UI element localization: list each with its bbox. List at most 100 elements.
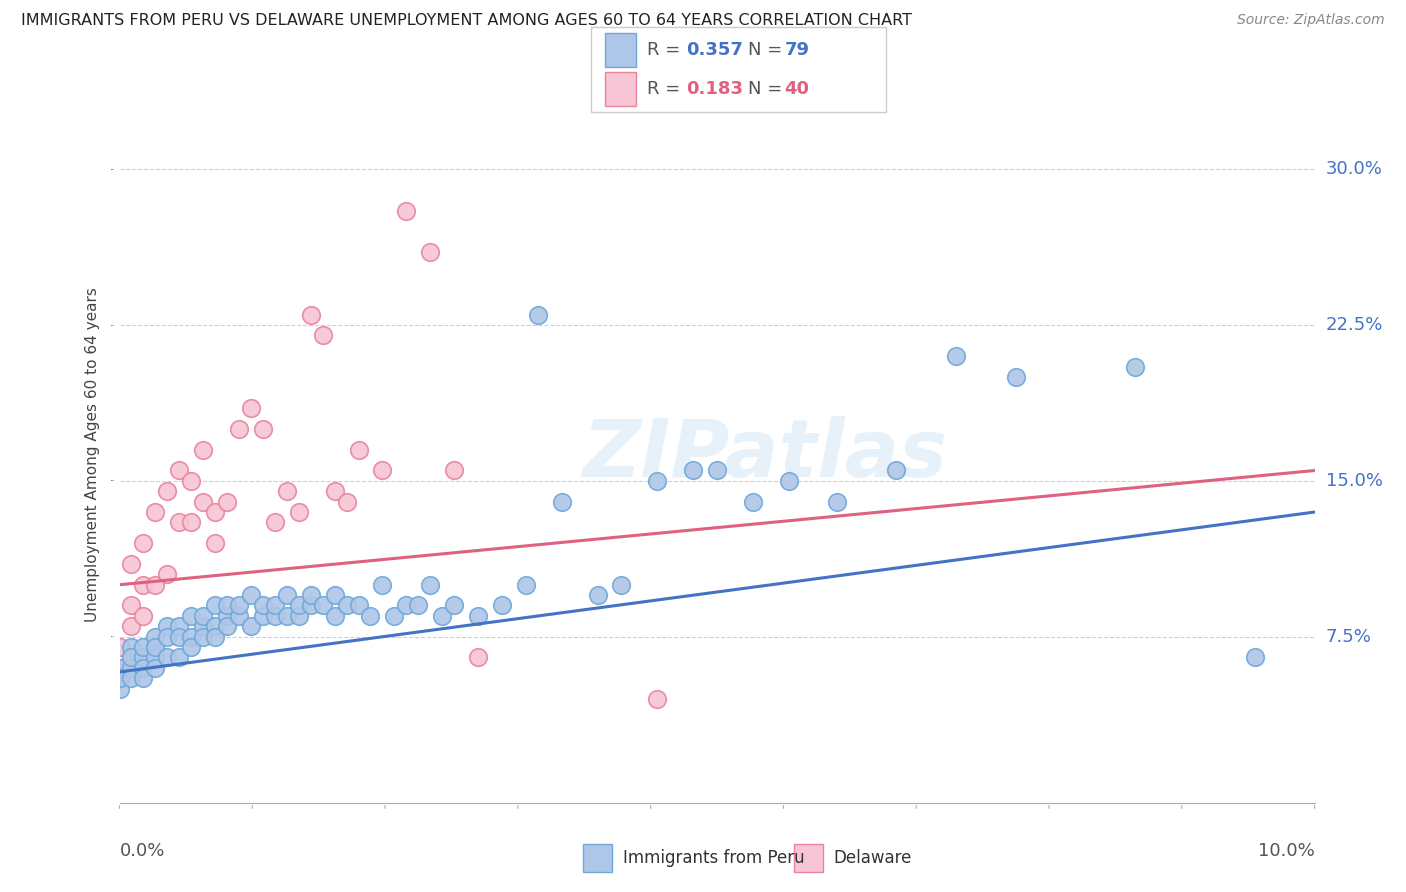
Text: 0.0%: 0.0% xyxy=(120,842,165,860)
Point xyxy=(323,484,346,499)
Point xyxy=(778,474,800,488)
Text: 7.5%: 7.5% xyxy=(1326,628,1372,646)
Point xyxy=(228,422,250,436)
Point xyxy=(121,650,143,665)
Point xyxy=(180,474,202,488)
Text: IMMIGRANTS FROM PERU VS DELAWARE UNEMPLOYMENT AMONG AGES 60 TO 64 YEARS CORRELAT: IMMIGRANTS FROM PERU VS DELAWARE UNEMPLO… xyxy=(21,13,912,29)
Point xyxy=(204,630,226,644)
Point xyxy=(121,650,143,665)
Point xyxy=(371,578,394,592)
Point xyxy=(121,599,143,613)
Point xyxy=(108,661,131,675)
Point xyxy=(217,608,239,623)
Point xyxy=(312,599,335,613)
Point xyxy=(204,619,226,633)
Point xyxy=(121,640,143,654)
Text: Source: ZipAtlas.com: Source: ZipAtlas.com xyxy=(1237,13,1385,28)
Point xyxy=(419,245,441,260)
Point xyxy=(180,640,202,654)
Point xyxy=(252,422,274,436)
Point xyxy=(264,516,287,530)
Point xyxy=(430,608,453,623)
Point xyxy=(515,578,537,592)
Point xyxy=(299,588,322,602)
Point xyxy=(145,505,166,519)
Text: 15.0%: 15.0% xyxy=(1326,472,1382,490)
Point xyxy=(276,588,298,602)
Point xyxy=(191,494,215,508)
Point xyxy=(108,671,131,685)
Point xyxy=(217,619,239,633)
Point xyxy=(527,308,550,322)
Point xyxy=(121,671,143,685)
Point xyxy=(132,578,155,592)
Point xyxy=(239,619,263,633)
Text: 0.357: 0.357 xyxy=(686,41,742,59)
Point xyxy=(145,578,166,592)
Point xyxy=(228,599,250,613)
Point xyxy=(108,681,131,696)
Point xyxy=(156,567,179,582)
Point xyxy=(108,661,131,675)
Point xyxy=(191,630,215,644)
Point xyxy=(264,599,287,613)
Point xyxy=(145,640,166,654)
Point xyxy=(191,442,215,457)
Point xyxy=(204,505,226,519)
Point xyxy=(347,599,370,613)
Point xyxy=(156,484,179,499)
Point xyxy=(886,463,908,477)
Point xyxy=(1244,650,1267,665)
Point xyxy=(360,608,382,623)
Point xyxy=(217,494,239,508)
Text: 79: 79 xyxy=(785,41,810,59)
Point xyxy=(180,516,202,530)
Y-axis label: Unemployment Among Ages 60 to 64 years: Unemployment Among Ages 60 to 64 years xyxy=(84,287,100,623)
Text: 30.0%: 30.0% xyxy=(1326,161,1382,178)
Text: R =: R = xyxy=(647,41,686,59)
Point xyxy=(408,599,430,613)
Text: Delaware: Delaware xyxy=(834,849,912,867)
Point xyxy=(586,588,609,602)
Point xyxy=(299,308,322,322)
Point xyxy=(645,692,669,706)
Point xyxy=(336,494,357,508)
Text: 0.183: 0.183 xyxy=(686,79,744,97)
Point xyxy=(180,630,202,644)
Point xyxy=(467,650,489,665)
Text: Immigrants from Peru: Immigrants from Peru xyxy=(623,849,804,867)
Text: R =: R = xyxy=(647,79,686,97)
Point xyxy=(382,608,406,623)
Point xyxy=(443,463,465,477)
Point xyxy=(323,588,346,602)
Point xyxy=(169,650,191,665)
Text: 10.0%: 10.0% xyxy=(1258,842,1315,860)
Point xyxy=(217,599,239,613)
Text: N =: N = xyxy=(748,41,787,59)
Point xyxy=(491,599,513,613)
Point xyxy=(204,536,226,550)
Point xyxy=(252,599,274,613)
Point xyxy=(108,671,131,685)
Point xyxy=(169,516,191,530)
Point xyxy=(204,599,226,613)
Point xyxy=(287,608,309,623)
Point xyxy=(191,619,215,633)
Point xyxy=(145,640,166,654)
Point xyxy=(239,401,263,416)
Text: 40: 40 xyxy=(785,79,810,97)
Text: N =: N = xyxy=(748,79,787,97)
Point xyxy=(945,349,967,363)
Point xyxy=(419,578,441,592)
Point xyxy=(467,608,489,623)
Point xyxy=(132,536,155,550)
Point xyxy=(156,619,179,633)
Point xyxy=(132,608,155,623)
Point xyxy=(239,588,263,602)
Point xyxy=(169,619,191,633)
Point xyxy=(347,442,370,457)
Point xyxy=(443,599,465,613)
Point xyxy=(145,650,166,665)
Point xyxy=(145,630,166,644)
Point xyxy=(169,463,191,477)
